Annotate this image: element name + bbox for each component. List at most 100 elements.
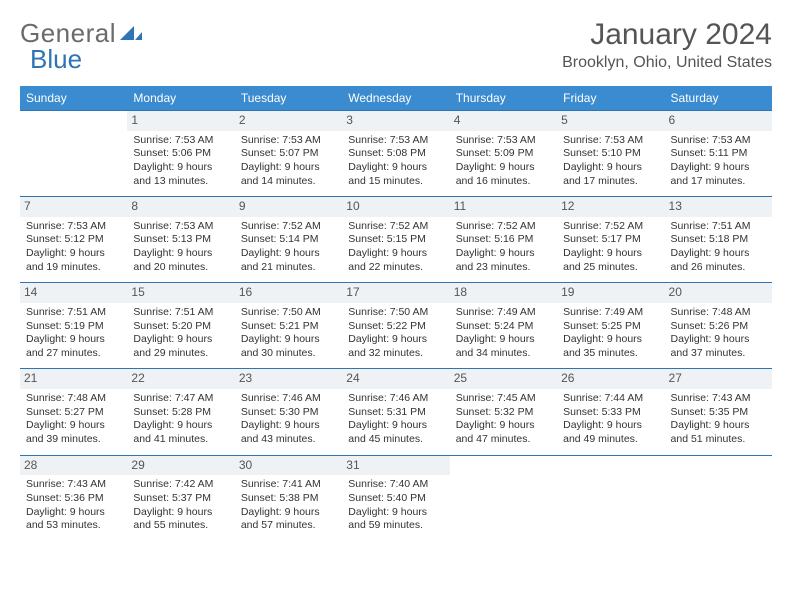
calendar-cell [665, 455, 772, 541]
day-info-line: Sunrise: 7:42 AM [133, 478, 228, 492]
day-info-line: Sunrise: 7:44 AM [563, 392, 658, 406]
day-info-line: Daylight: 9 hours [671, 333, 766, 347]
day-info-line: Daylight: 9 hours [133, 419, 228, 433]
calendar-cell: 27Sunrise: 7:43 AMSunset: 5:35 PMDayligh… [665, 369, 772, 455]
day-info-line: Daylight: 9 hours [26, 419, 121, 433]
calendar-cell: 17Sunrise: 7:50 AMSunset: 5:22 PMDayligh… [342, 283, 449, 369]
day-info-line: and 19 minutes. [26, 261, 121, 275]
day-number: 27 [665, 369, 772, 389]
calendar-cell [450, 455, 557, 541]
day-number: 4 [450, 111, 557, 131]
calendar-cell: 8Sunrise: 7:53 AMSunset: 5:13 PMDaylight… [127, 197, 234, 283]
day-number: 3 [342, 111, 449, 131]
day-info-line: Sunrise: 7:40 AM [348, 478, 443, 492]
day-info-line: and 22 minutes. [348, 261, 443, 275]
day-info-line: and 43 minutes. [241, 433, 336, 447]
calendar-cell [20, 111, 127, 197]
day-info-line: Sunset: 5:20 PM [133, 320, 228, 334]
day-number: 26 [557, 369, 664, 389]
day-number: 9 [235, 197, 342, 217]
weekday-header: Tuesday [235, 86, 342, 111]
day-info-line: Sunrise: 7:53 AM [133, 220, 228, 234]
day-info-line: and 53 minutes. [26, 519, 121, 533]
day-info-line: Sunset: 5:07 PM [241, 147, 336, 161]
day-info-line: Sunset: 5:38 PM [241, 492, 336, 506]
day-number: 16 [235, 283, 342, 303]
calendar-cell: 29Sunrise: 7:42 AMSunset: 5:37 PMDayligh… [127, 455, 234, 541]
day-info-line: Sunrise: 7:51 AM [671, 220, 766, 234]
day-number: 22 [127, 369, 234, 389]
day-number: 11 [450, 197, 557, 217]
day-number: 29 [127, 456, 234, 476]
day-number: 13 [665, 197, 772, 217]
day-number [557, 456, 664, 476]
day-info-line: Daylight: 9 hours [133, 333, 228, 347]
calendar-cell: 21Sunrise: 7:48 AMSunset: 5:27 PMDayligh… [20, 369, 127, 455]
day-number: 7 [20, 197, 127, 217]
day-info-line: and 23 minutes. [456, 261, 551, 275]
calendar-head: Sunday Monday Tuesday Wednesday Thursday… [20, 86, 772, 111]
day-info-line: Sunrise: 7:52 AM [348, 220, 443, 234]
day-info-line: and 47 minutes. [456, 433, 551, 447]
day-info-line: Daylight: 9 hours [348, 333, 443, 347]
day-number [20, 111, 127, 131]
day-info-line: and 41 minutes. [133, 433, 228, 447]
day-info-line: and 17 minutes. [563, 175, 658, 189]
day-info-line: Sunrise: 7:48 AM [26, 392, 121, 406]
calendar-cell: 18Sunrise: 7:49 AMSunset: 5:24 PMDayligh… [450, 283, 557, 369]
day-info-line: and 14 minutes. [241, 175, 336, 189]
day-number: 6 [665, 111, 772, 131]
day-info-line: Daylight: 9 hours [241, 247, 336, 261]
day-info-line: Daylight: 9 hours [26, 333, 121, 347]
day-info-line: and 16 minutes. [456, 175, 551, 189]
day-info-line: Sunrise: 7:51 AM [133, 306, 228, 320]
day-info-line: Sunset: 5:11 PM [671, 147, 766, 161]
day-info-line: Daylight: 9 hours [348, 506, 443, 520]
day-info-line: Daylight: 9 hours [456, 161, 551, 175]
day-info-line: and 17 minutes. [671, 175, 766, 189]
day-info-line: Daylight: 9 hours [241, 419, 336, 433]
day-info-line: Daylight: 9 hours [563, 161, 658, 175]
day-info-line: Sunset: 5:40 PM [348, 492, 443, 506]
day-info-line: Sunrise: 7:53 AM [133, 134, 228, 148]
day-info-line: Daylight: 9 hours [671, 419, 766, 433]
day-info-line: and 29 minutes. [133, 347, 228, 361]
day-number [450, 456, 557, 476]
day-info-line: Daylight: 9 hours [26, 247, 121, 261]
day-info-line: Daylight: 9 hours [563, 419, 658, 433]
day-number: 12 [557, 197, 664, 217]
day-number: 30 [235, 456, 342, 476]
day-info-line: Sunrise: 7:52 AM [241, 220, 336, 234]
day-number [665, 456, 772, 476]
day-info-line: Sunset: 5:36 PM [26, 492, 121, 506]
day-info-line: and 59 minutes. [348, 519, 443, 533]
calendar-cell: 13Sunrise: 7:51 AMSunset: 5:18 PMDayligh… [665, 197, 772, 283]
day-info-line: Daylight: 9 hours [456, 419, 551, 433]
day-info-line: and 39 minutes. [26, 433, 121, 447]
day-info-line: Sunset: 5:22 PM [348, 320, 443, 334]
day-info-line: Sunset: 5:18 PM [671, 233, 766, 247]
day-info-line: Sunrise: 7:53 AM [241, 134, 336, 148]
day-info-line: Sunset: 5:25 PM [563, 320, 658, 334]
day-info-line: Sunrise: 7:49 AM [563, 306, 658, 320]
day-number: 20 [665, 283, 772, 303]
day-info-line: and 13 minutes. [133, 175, 228, 189]
day-info-line: Daylight: 9 hours [456, 247, 551, 261]
calendar-cell: 19Sunrise: 7:49 AMSunset: 5:25 PMDayligh… [557, 283, 664, 369]
day-info-line: Daylight: 9 hours [456, 333, 551, 347]
day-info-line: Sunrise: 7:46 AM [241, 392, 336, 406]
day-info-line: Sunrise: 7:46 AM [348, 392, 443, 406]
calendar-body: 1Sunrise: 7:53 AMSunset: 5:06 PMDaylight… [20, 111, 772, 541]
weekday-header: Wednesday [342, 86, 449, 111]
calendar-cell: 7Sunrise: 7:53 AMSunset: 5:12 PMDaylight… [20, 197, 127, 283]
day-number: 21 [20, 369, 127, 389]
day-info-line: and 32 minutes. [348, 347, 443, 361]
day-number: 15 [127, 283, 234, 303]
day-number: 5 [557, 111, 664, 131]
day-info-line: Sunset: 5:24 PM [456, 320, 551, 334]
day-info-line: and 26 minutes. [671, 261, 766, 275]
day-info-line: Sunrise: 7:53 AM [26, 220, 121, 234]
day-info-line: Sunrise: 7:50 AM [348, 306, 443, 320]
day-info-line: and 57 minutes. [241, 519, 336, 533]
day-info-line: Daylight: 9 hours [563, 333, 658, 347]
